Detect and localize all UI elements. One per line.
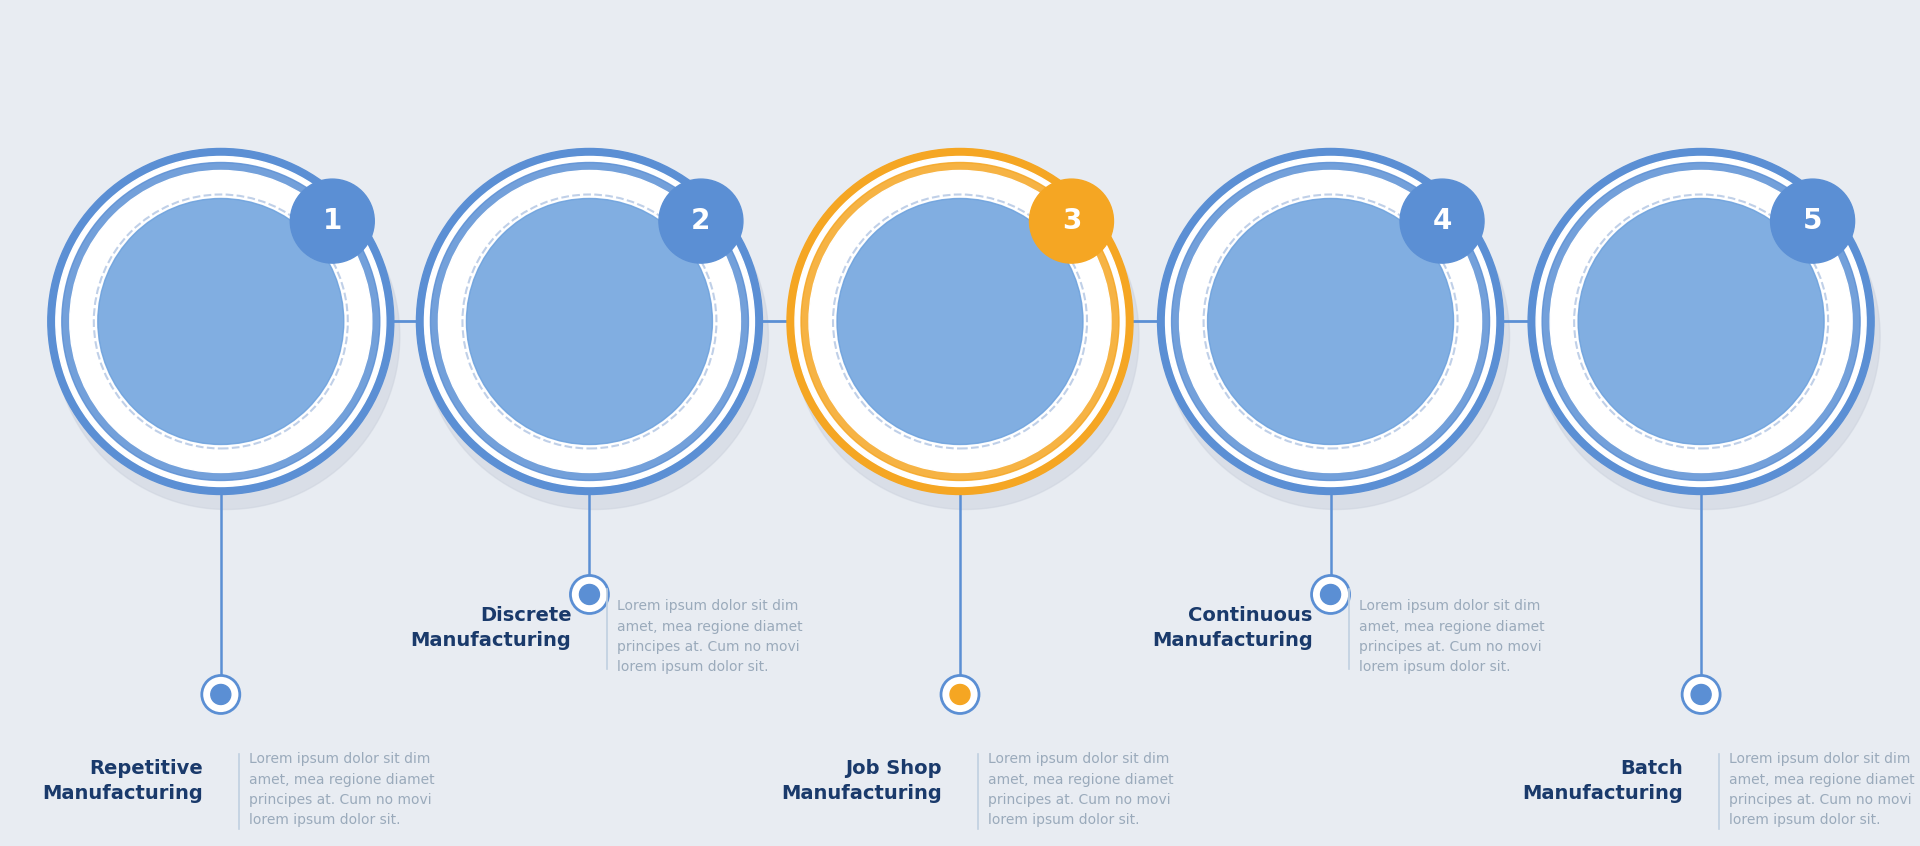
Circle shape [1770,179,1855,263]
Circle shape [795,157,1125,486]
Circle shape [1171,162,1490,481]
Circle shape [801,162,1119,481]
Text: 3: 3 [1062,207,1081,235]
Circle shape [54,163,399,509]
Circle shape [48,149,394,494]
Text: Lorem ipsum dolor sit dim
amet, mea regione diamet
principes at. Cum no movi
lor: Lorem ipsum dolor sit dim amet, mea regi… [989,752,1173,827]
Text: Lorem ipsum dolor sit dim
amet, mea regione diamet
principes at. Cum no movi
lor: Lorem ipsum dolor sit dim amet, mea regi… [618,600,803,673]
Circle shape [438,171,741,472]
Text: Discrete
Manufacturing: Discrete Manufacturing [411,607,572,650]
Circle shape [1534,163,1880,509]
Text: 2: 2 [691,207,710,235]
Circle shape [941,675,979,713]
Text: Job Shop
Manufacturing: Job Shop Manufacturing [781,760,943,803]
Circle shape [793,163,1139,509]
Circle shape [1542,162,1860,481]
Circle shape [424,157,755,486]
Circle shape [808,171,1112,472]
Text: Continuous
Manufacturing: Continuous Manufacturing [1152,607,1313,650]
Text: 5: 5 [1803,207,1822,235]
Circle shape [1311,575,1350,613]
Circle shape [659,179,743,263]
Circle shape [1528,149,1874,494]
Circle shape [417,149,762,494]
Circle shape [1400,179,1484,263]
Circle shape [1179,171,1482,472]
Circle shape [98,199,344,444]
Circle shape [290,179,374,263]
Circle shape [1165,157,1496,486]
Circle shape [837,199,1083,444]
Text: Lorem ipsum dolor sit dim
amet, mea regione diamet
principes at. Cum no movi
lor: Lorem ipsum dolor sit dim amet, mea regi… [250,752,434,827]
Circle shape [1692,684,1711,705]
Circle shape [1208,199,1453,444]
Text: 4: 4 [1432,207,1452,235]
Circle shape [1682,675,1720,713]
Text: Repetitive
Manufacturing: Repetitive Manufacturing [42,760,204,803]
Circle shape [1029,179,1114,263]
Text: 1: 1 [323,207,342,235]
Circle shape [467,199,712,444]
Circle shape [422,163,768,509]
Circle shape [202,675,240,713]
Circle shape [56,157,386,486]
Circle shape [1578,199,1824,444]
Text: Lorem ipsum dolor sit dim
amet, mea regione diamet
principes at. Cum no movi
lor: Lorem ipsum dolor sit dim amet, mea regi… [1359,600,1544,673]
Text: Lorem ipsum dolor sit dim
amet, mea regione diamet
principes at. Cum no movi
lor: Lorem ipsum dolor sit dim amet, mea regi… [1730,752,1914,827]
Circle shape [1164,163,1509,509]
Circle shape [1536,157,1866,486]
Circle shape [1158,149,1503,494]
Circle shape [580,585,599,605]
Circle shape [1549,171,1853,472]
Circle shape [1321,585,1340,605]
Circle shape [211,684,230,705]
Circle shape [570,575,609,613]
Circle shape [950,684,970,705]
Circle shape [430,162,749,481]
Circle shape [69,171,372,472]
Text: Batch
Manufacturing: Batch Manufacturing [1523,760,1684,803]
Circle shape [61,162,380,481]
Circle shape [787,149,1133,494]
